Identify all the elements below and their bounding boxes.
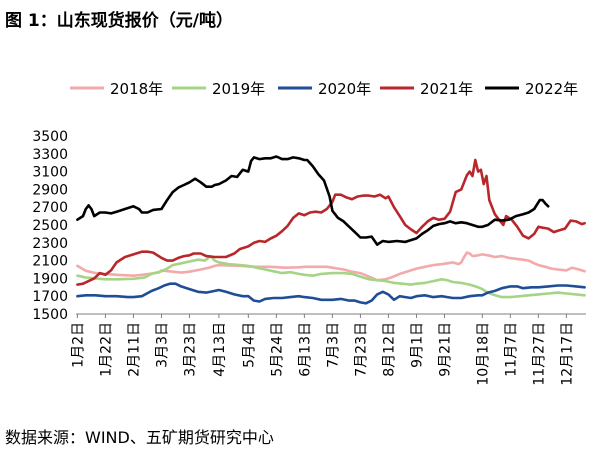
y-tick-label: 1900: [32, 271, 68, 287]
x-tick-label: 12月17日: [559, 322, 575, 386]
legend-label-2021: 2021年: [420, 80, 473, 98]
x-tick-label: 7月23日: [353, 322, 369, 377]
y-tick-label: 2100: [32, 254, 68, 270]
series-line-2019: [76, 254, 586, 299]
y-tick-label: 1700: [32, 289, 68, 305]
figure-source: 数据来源：WIND、五矿期货研究中心: [5, 428, 274, 447]
figure-title: 图 1：山东现货报价（元/吨）: [5, 11, 233, 31]
series-line-2018: [76, 251, 586, 282]
y-tick-label: 3300: [32, 147, 68, 163]
x-tick-label: 7月3日: [325, 322, 341, 368]
series-line-2020: [76, 282, 586, 305]
x-tick-label: 3月23日: [182, 322, 198, 377]
x-tick-label: 11月27日: [531, 322, 547, 386]
y-tick-label: 2300: [32, 236, 68, 252]
series-line-2022: [76, 155, 550, 246]
y-tick-label: 2700: [32, 200, 68, 216]
y-tick-label: 1500: [32, 307, 68, 323]
x-tick-label: 6月13日: [297, 322, 313, 377]
x-tick-label: 3月3日: [154, 322, 170, 368]
x-tick-label: 5月4日: [241, 322, 257, 368]
y-tick-label: 3500: [32, 129, 68, 145]
y-tick-label: 2900: [32, 182, 68, 198]
x-tick-label: 9月21日: [437, 322, 453, 377]
x-tick-label: 5月24日: [269, 322, 285, 377]
legend-label-2019: 2019年: [212, 80, 265, 98]
x-tick-label: 1月22日: [98, 322, 114, 377]
x-tick-label: 1月2日: [70, 322, 86, 368]
y-tick-label: 2500: [32, 218, 68, 234]
legend-label-2018: 2018年: [110, 80, 163, 98]
x-axis: 1月2日 1月22日 2月11日 3月3日 3月23日 4月13日 5月4日 5月24日 6月1…: [70, 313, 586, 386]
chart-legend: 2018年 2019年 2020年 2021年 2022年: [70, 80, 578, 98]
legend-label-2022: 2022年: [525, 80, 578, 98]
series-lines: [76, 155, 586, 305]
x-tick-label: 10月18日: [475, 322, 491, 386]
y-tick-label: 3100: [32, 165, 68, 181]
x-tick-label: 9月1日: [409, 322, 425, 368]
legend-label-2020: 2020年: [318, 80, 371, 98]
series-line-2021: [76, 158, 586, 286]
x-tick-label: 4月13日: [212, 322, 228, 377]
x-tick-label: 11月7日: [503, 322, 519, 377]
x-tick-label: 2月11日: [126, 322, 142, 377]
x-tick-label: 8月12日: [381, 322, 397, 377]
